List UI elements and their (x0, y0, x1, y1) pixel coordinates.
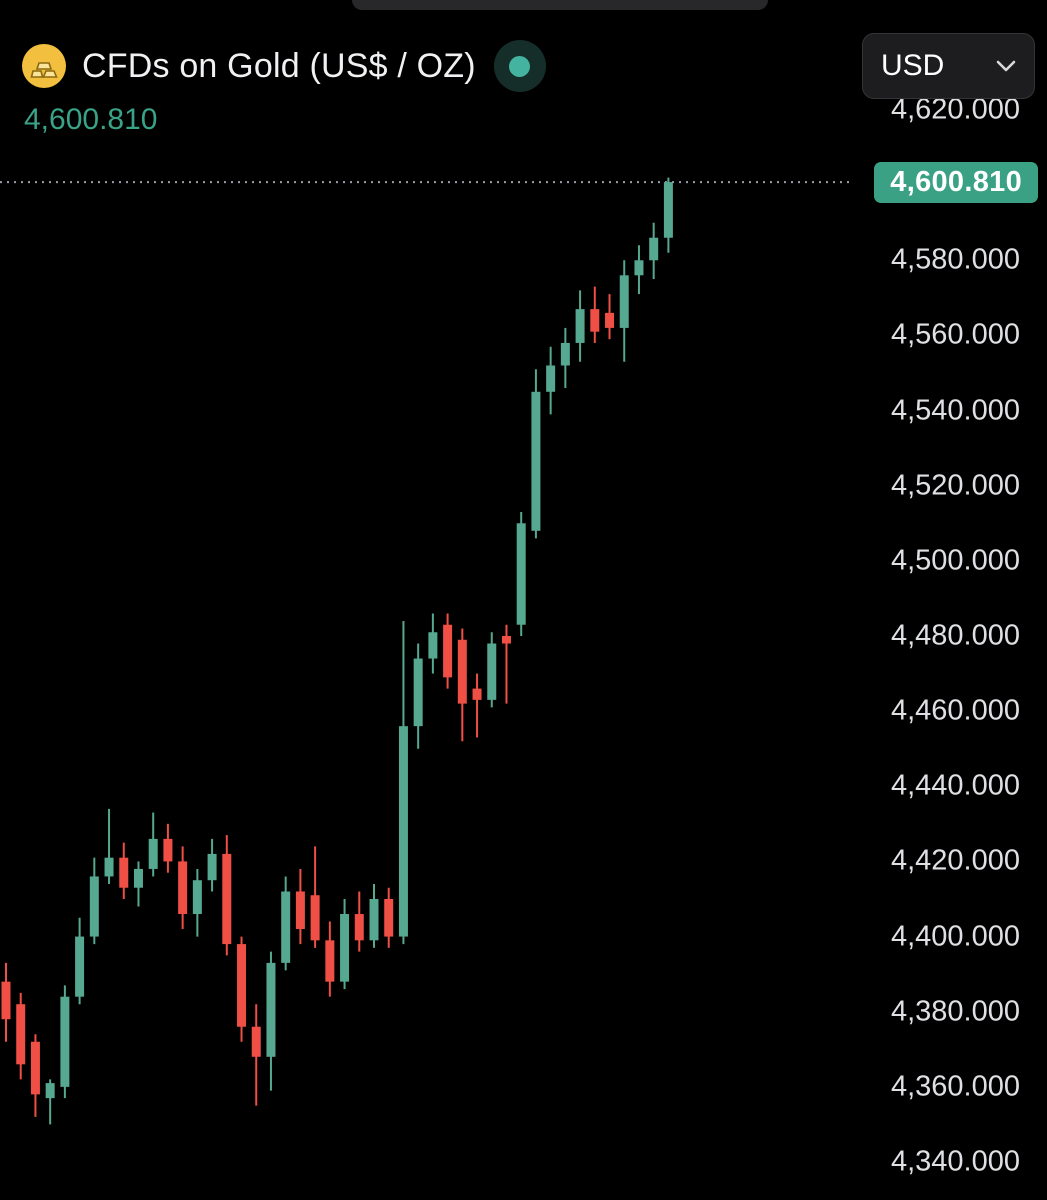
candle (354, 891, 364, 952)
candle (251, 1004, 261, 1106)
candle (104, 808, 114, 884)
candle (310, 846, 320, 948)
candle (75, 917, 85, 1005)
candle (1, 962, 11, 1042)
candle (546, 346, 556, 415)
candle (634, 245, 644, 295)
chevron-down-icon (996, 60, 1016, 72)
price-axis-label: 4,360.000 (890, 1070, 1020, 1103)
candlestick-chart[interactable] (0, 0, 852, 1200)
candle (163, 823, 173, 873)
candle (295, 868, 305, 945)
candle (266, 951, 276, 1091)
candle (428, 613, 438, 674)
price-axis-label: 4,440.000 (890, 769, 1020, 802)
candle (649, 222, 659, 280)
candle (281, 876, 291, 971)
top-sheet-edge (352, 0, 768, 10)
candle (16, 992, 26, 1080)
symbol-title: CFDs on Gold (US$ / OZ) (82, 46, 476, 85)
candle (619, 260, 629, 362)
price-axis-label: 4,580.000 (890, 243, 1020, 276)
candle (501, 624, 511, 704)
candle (369, 883, 379, 948)
candle (60, 985, 70, 1099)
candle (605, 294, 615, 340)
price-axis-label: 4,340.000 (890, 1145, 1020, 1178)
current-price-label: 4,600.810 (874, 162, 1038, 203)
candle (222, 835, 232, 956)
price-axis-label: 4,400.000 (890, 920, 1020, 953)
candle (472, 673, 482, 738)
candle (443, 613, 453, 689)
price-axis-label: 4,380.000 (890, 995, 1020, 1028)
candle (457, 628, 467, 742)
gold-symbol-icon (22, 44, 66, 88)
price-axis-label: 4,520.000 (890, 469, 1020, 502)
price-axis-label: 4,540.000 (890, 394, 1020, 427)
candle (325, 921, 335, 997)
current-price: 4,600.810 (24, 103, 158, 136)
candle (45, 1079, 55, 1125)
price-axis-label: 4,420.000 (890, 844, 1020, 877)
candle (663, 177, 673, 253)
candle (560, 327, 570, 389)
candle (148, 812, 158, 877)
market-open-dot-icon (509, 55, 531, 77)
candle (178, 846, 188, 930)
candle (590, 286, 600, 343)
candle (516, 512, 526, 636)
currency-select-value: USD (881, 49, 945, 82)
symbol-header[interactable]: CFDs on Gold (US$ / OZ) (22, 40, 546, 92)
candle (487, 632, 497, 708)
gold-bars-icon (30, 62, 58, 78)
price-axis-label: 4,500.000 (890, 544, 1020, 577)
candle (207, 838, 217, 892)
candle (531, 369, 541, 539)
market-status-indicator (493, 40, 546, 92)
candle (340, 899, 350, 990)
candle (384, 887, 394, 948)
candle (119, 842, 129, 899)
candle (30, 1034, 40, 1117)
candle (192, 868, 202, 937)
price-axis-label: 4,560.000 (890, 318, 1020, 351)
candle (89, 857, 99, 945)
candle (575, 290, 585, 362)
candle (133, 861, 143, 907)
candle (398, 620, 408, 945)
currency-select[interactable]: USD (862, 33, 1035, 99)
price-axis-label: 4,480.000 (890, 619, 1020, 652)
price-axis-label: 4,460.000 (890, 694, 1020, 727)
candle (237, 936, 247, 1042)
candle (413, 643, 423, 749)
